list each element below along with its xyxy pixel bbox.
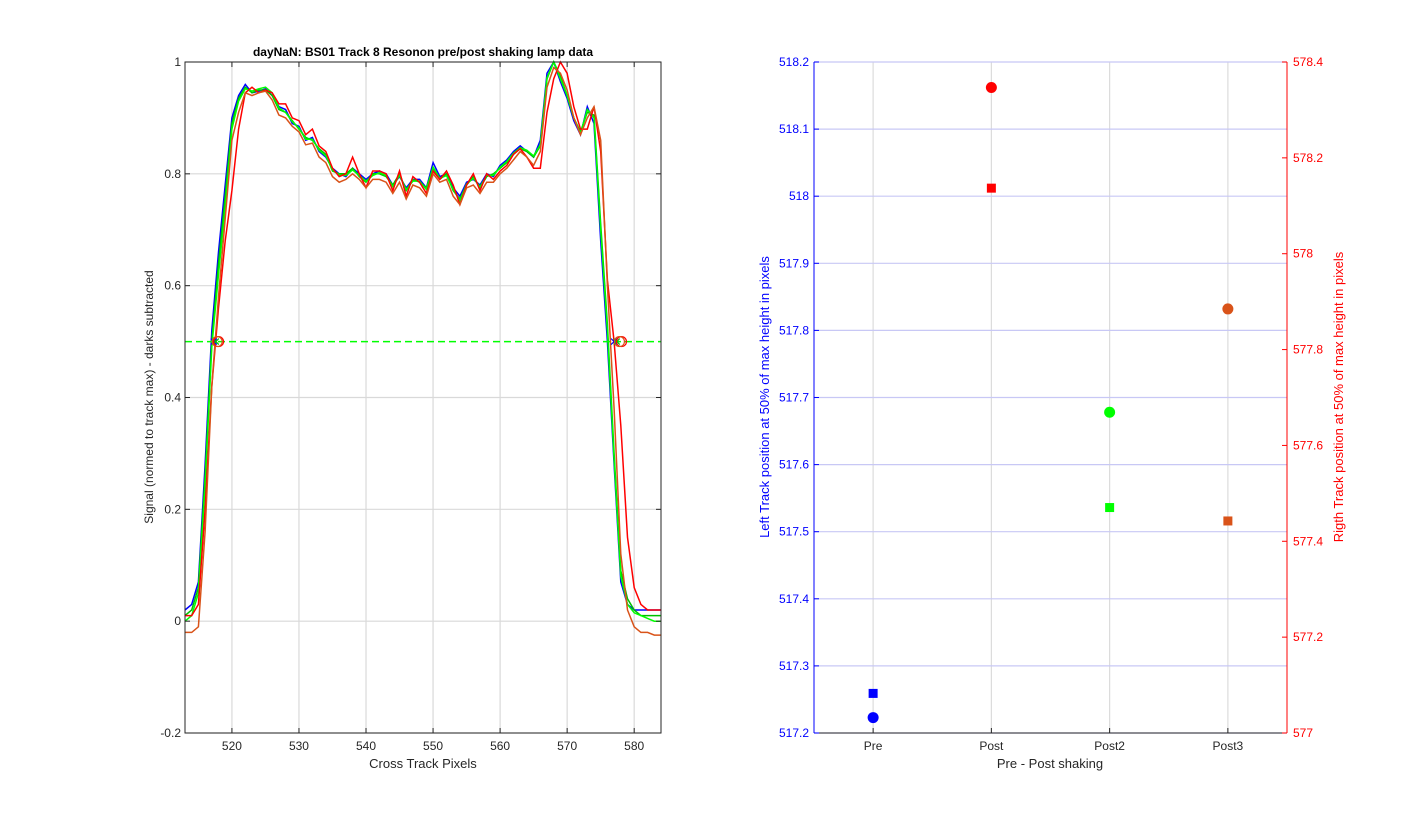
right-left-y-tick-label: 517.9 xyxy=(779,256,809,270)
right-point-square xyxy=(986,183,996,193)
left-x-axis-label: Cross Track Pixels xyxy=(369,756,477,771)
right-right-y-tick-label: 577.2 xyxy=(1293,630,1323,644)
left-y-tick-label: 0.2 xyxy=(164,502,181,516)
left-x-tick-label: 570 xyxy=(557,739,577,753)
right-point-square xyxy=(1223,516,1233,526)
left-y-tick-label: 0 xyxy=(174,614,181,628)
right-left-y-tick-label: 517.4 xyxy=(779,592,809,606)
right-left-y-axis-label: Left Track position at 50% of max height… xyxy=(757,256,772,538)
left-y-axis-label: Signal (normed to track max) - darks sub… xyxy=(142,270,156,523)
left-y-tick-label: 0.6 xyxy=(164,279,181,293)
right-left-y-tick-label: 517.5 xyxy=(779,525,809,539)
left-y-tick-label: 0.8 xyxy=(164,167,181,181)
right-right-y-ticks: 577 577.2 577.4 577.6 577.8 578 578.2 578.4 xyxy=(1282,55,1323,740)
left-x-ticks: 520 530 540 550 560 570 580 xyxy=(222,62,645,753)
left-y-ticks: -0.2 0 0.2 0.4 0.6 0.8 1 xyxy=(160,55,661,740)
right-point-circle xyxy=(1222,303,1234,315)
left-x-tick-label: 540 xyxy=(356,739,376,753)
left-chart: 520 530 540 550 560 570 580 -0.2 0 0.2 0.4 0.6 0.8 1… xyxy=(142,45,662,771)
right-right-y-tick-label: 577.6 xyxy=(1293,438,1323,452)
left-x-tick-label: 560 xyxy=(490,739,510,753)
right-point-circle xyxy=(1104,406,1116,418)
right-point-circle xyxy=(867,712,879,724)
right-left-y-tick-label: 518.2 xyxy=(779,55,809,69)
right-right-y-tick-label: 578 xyxy=(1293,247,1313,261)
right-left-y-tick-label: 517.2 xyxy=(779,726,809,740)
right-data-points xyxy=(867,81,1234,724)
right-left-y-tick-label: 518.1 xyxy=(779,122,809,136)
right-right-y-tick-label: 578.2 xyxy=(1293,151,1323,165)
left-y-tick-label: -0.2 xyxy=(160,726,181,740)
left-crossing-markers xyxy=(210,335,628,348)
right-right-y-axis-label: Rigth Track position at 50% of max heigh… xyxy=(1331,251,1346,542)
right-point-square xyxy=(868,688,878,698)
right-left-y-tick-label: 517.3 xyxy=(779,659,809,673)
right-x-tick-label: Pre xyxy=(864,739,883,753)
left-crossing-marker xyxy=(211,335,223,348)
left-y-tick-label: 0.4 xyxy=(164,391,181,405)
left-series-line-5 xyxy=(185,66,661,636)
right-point-square xyxy=(1105,503,1115,513)
right-x-axis-label: Pre - Post shaking xyxy=(997,756,1103,771)
left-x-tick-label: 550 xyxy=(423,739,443,753)
right-x-tick-label: Post2 xyxy=(1094,739,1125,753)
right-left-y-ticks: 517.2 517.3 517.4 517.5 517.6 517.7 517.8 517.9… xyxy=(779,55,819,740)
left-x-tick-label: 530 xyxy=(289,739,309,753)
right-right-y-tick-label: 577 xyxy=(1293,726,1313,740)
right-x-tick-label: Post3 xyxy=(1213,739,1244,753)
left-y-tick-label: 1 xyxy=(174,55,181,69)
right-left-y-tick-label: 517.7 xyxy=(779,391,809,405)
left-crossing-marker xyxy=(613,335,626,348)
right-x-tick-label: Post xyxy=(979,739,1004,753)
right-point-circle xyxy=(985,81,997,93)
left-x-tick-label: 580 xyxy=(624,739,644,753)
right-left-y-tick-label: 518 xyxy=(789,189,809,203)
left-chart-title: dayNaN: BS01 Track 8 Resonon pre/post sh… xyxy=(253,45,593,59)
right-x-ticks: Pre Post Post2 Post3 xyxy=(864,728,1244,753)
left-series-line-4 xyxy=(185,60,661,617)
left-x-tick-label: 520 xyxy=(222,739,242,753)
right-chart: Pre Post Post2 Post3 517.2517.3517.4517.551… xyxy=(757,55,1346,771)
right-right-y-tick-label: 577.4 xyxy=(1293,534,1323,548)
right-left-y-tick-label: 517.8 xyxy=(779,323,809,337)
right-right-y-tick-label: 577.8 xyxy=(1293,343,1323,357)
left-series-lines xyxy=(184,60,661,636)
right-left-y-tick-label: 517.6 xyxy=(779,458,809,472)
right-right-y-tick-label: 578.4 xyxy=(1293,55,1323,69)
